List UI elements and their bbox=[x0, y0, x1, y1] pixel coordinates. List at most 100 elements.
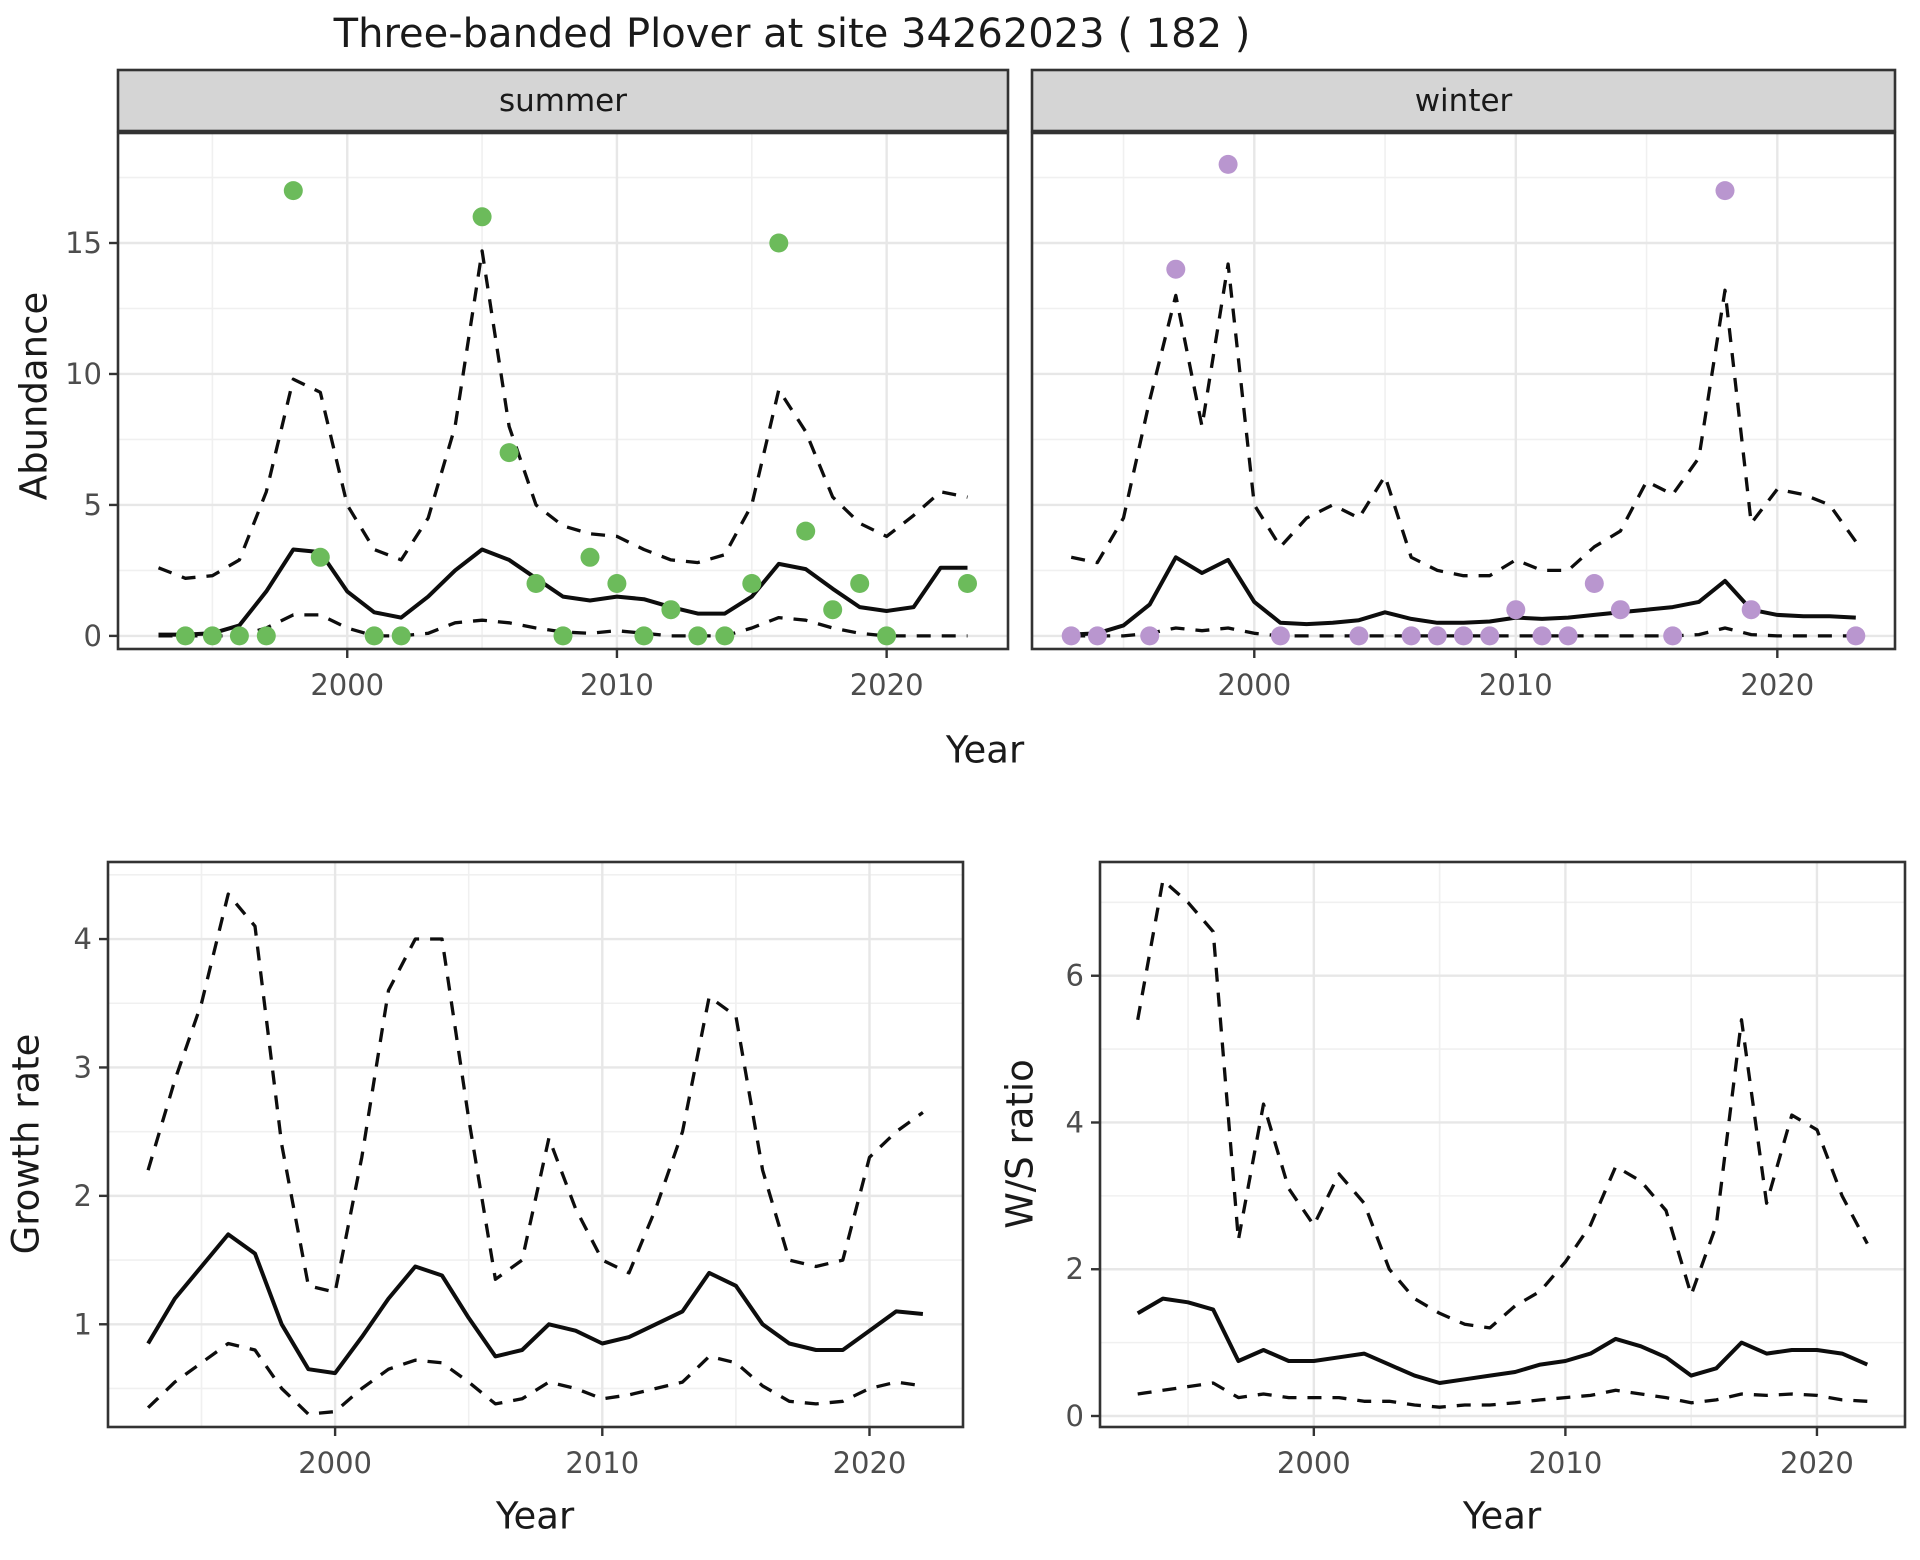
panel-background bbox=[118, 133, 1008, 649]
y-tick-label: 10 bbox=[65, 357, 102, 391]
observation-point bbox=[769, 233, 789, 253]
facet-strip bbox=[1030, 68, 1897, 133]
panel-border bbox=[1030, 131, 1897, 651]
observation-point bbox=[364, 626, 384, 646]
x-tick-label: 2000 bbox=[298, 1446, 372, 1480]
observation-point bbox=[796, 521, 816, 541]
observation-point bbox=[256, 626, 276, 646]
observation-point bbox=[283, 181, 303, 201]
observation-point bbox=[1663, 626, 1683, 646]
observation-point bbox=[175, 626, 195, 646]
panel-background bbox=[108, 862, 963, 1427]
y-tick-label: 1 bbox=[74, 1307, 92, 1341]
observation-point bbox=[553, 626, 573, 646]
observation-point bbox=[1427, 626, 1447, 646]
growth-rate-panel: 2000 2010 2020 1 2 3 4 bbox=[38, 852, 978, 1514]
y-tick-label: 6 bbox=[1066, 959, 1084, 993]
upper_ci-line bbox=[1136, 878, 1869, 1330]
abundance-summer-panel: summer 2000 2010 2020 0 5 10 15 bbox=[50, 68, 1012, 730]
median-line bbox=[1136, 1296, 1869, 1385]
median-line bbox=[158, 547, 968, 637]
x-tick-label: 2010 bbox=[1528, 1446, 1602, 1480]
observation-point bbox=[1140, 626, 1160, 646]
y-tick-label: 4 bbox=[74, 922, 92, 956]
median-line bbox=[1071, 555, 1856, 637]
ws-ratio-panel: 2000 2010 2020 0 2 4 6 bbox=[1035, 852, 1920, 1514]
abundance_winter-svg: winter 2000 2010 2020 bbox=[1030, 68, 1897, 702]
median-line bbox=[146, 1232, 924, 1376]
lower_ci-line bbox=[1137, 1381, 1868, 1409]
y-tick-label: 2 bbox=[1066, 1252, 1084, 1286]
y-tick-label: 3 bbox=[74, 1050, 92, 1084]
observation-point bbox=[499, 443, 519, 463]
observation-point bbox=[580, 547, 600, 567]
observation-point bbox=[526, 574, 546, 593]
observation-point bbox=[1270, 626, 1290, 646]
x-tick-label: 2010 bbox=[580, 668, 654, 702]
observation-point bbox=[310, 547, 330, 567]
observation-point bbox=[958, 574, 977, 593]
upper_ci-line bbox=[146, 892, 924, 1294]
growth_rate-svg: 2000 2010 2020 1 2 3 4 bbox=[74, 860, 965, 1480]
observation-point bbox=[877, 626, 897, 646]
y-tick-label: 2 bbox=[74, 1179, 92, 1213]
observation-point bbox=[688, 626, 708, 646]
y-tick-label: 0 bbox=[1066, 1399, 1084, 1433]
chart-title: Three-banded Plover at site 34262023 ( 1… bbox=[333, 11, 1251, 57]
x-tick-label: 2020 bbox=[1780, 1446, 1854, 1480]
observation-point bbox=[661, 600, 681, 620]
observation-point bbox=[1061, 626, 1081, 646]
x-tick-label: 2010 bbox=[1479, 668, 1553, 702]
upper_ci-line bbox=[157, 249, 968, 580]
x-tick-label: 2020 bbox=[850, 668, 924, 702]
upper_ci-line bbox=[1070, 262, 1858, 578]
observation-point bbox=[1480, 626, 1500, 646]
abundance-winter-panel: winter 2000 2010 2020 bbox=[1029, 68, 1909, 730]
observation-point bbox=[1166, 259, 1186, 279]
y-tick-label: 4 bbox=[1066, 1105, 1084, 1139]
observation-point bbox=[742, 574, 762, 593]
x-tick-label: 2000 bbox=[1217, 668, 1291, 702]
observation-point bbox=[1715, 181, 1735, 201]
y-tick-label: 5 bbox=[84, 488, 102, 522]
x-tick-label: 2000 bbox=[310, 668, 384, 702]
abundance_summer-svg: summer 2000 2010 2020 0 5 10 15 bbox=[65, 68, 1010, 702]
observation-point bbox=[1741, 600, 1761, 620]
x-tick-label: 2020 bbox=[833, 1446, 907, 1480]
observation-point bbox=[823, 600, 843, 620]
lower_ci-line bbox=[146, 1341, 924, 1416]
panel-border bbox=[1098, 860, 1907, 1429]
observation-point bbox=[202, 626, 222, 646]
x-tick-label: 2020 bbox=[1740, 668, 1814, 702]
observation-point bbox=[1584, 574, 1604, 593]
x-axis-label-bottom-left: Year bbox=[495, 1494, 575, 1538]
facet-strip bbox=[116, 68, 1010, 133]
observation-point bbox=[1401, 626, 1421, 646]
observation-point bbox=[391, 626, 411, 646]
lower_ci-line bbox=[158, 613, 968, 638]
observation-point bbox=[1558, 626, 1578, 646]
observation-point bbox=[607, 574, 627, 593]
observation-point bbox=[1087, 626, 1107, 646]
lower_ci-line bbox=[1071, 626, 1856, 638]
x-tick-label: 2000 bbox=[1277, 1446, 1351, 1480]
y-tick-label: 15 bbox=[65, 226, 102, 260]
panel-background bbox=[1032, 133, 1895, 649]
observation-point bbox=[715, 626, 735, 646]
observation-point bbox=[1506, 600, 1526, 620]
x-axis-label-top: Year bbox=[945, 728, 1025, 772]
observation-point bbox=[229, 626, 249, 646]
observation-point bbox=[1218, 154, 1238, 174]
observation-point bbox=[634, 626, 654, 646]
observation-point bbox=[1454, 626, 1473, 646]
observation-point bbox=[850, 574, 870, 593]
observation-point bbox=[1349, 626, 1369, 646]
panel-background bbox=[1100, 862, 1905, 1427]
observation-point bbox=[472, 207, 492, 227]
observation-point bbox=[1610, 600, 1630, 620]
observation-point bbox=[1532, 626, 1552, 646]
facet-strip-label: summer bbox=[499, 83, 627, 119]
x-axis-label-bottom-right: Year bbox=[1462, 1494, 1542, 1538]
facet-strip-label: winter bbox=[1415, 83, 1513, 119]
